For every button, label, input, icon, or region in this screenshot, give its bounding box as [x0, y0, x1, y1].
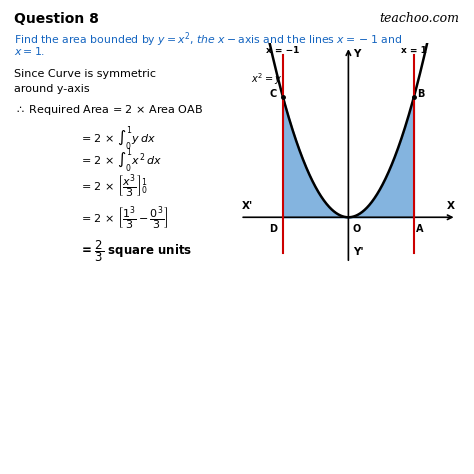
Text: = 2 $\times$ $\left[\dfrac{1^3}{3} - \dfrac{0^3}{3}\right]$: = 2 $\times$ $\left[\dfrac{1^3}{3} - \df…	[81, 205, 168, 233]
Text: B: B	[417, 90, 425, 100]
Text: $x^2 = y$: $x^2 = y$	[251, 71, 283, 87]
Text: Find the area bounded by $y = x^2$, $the$ $x-$axis and the lines $x = -1$ and: Find the area bounded by $y = x^2$, $the…	[14, 31, 402, 49]
Text: = 2 $\times$ $\int_0^1 x^2\,dx$: = 2 $\times$ $\int_0^1 x^2\,dx$	[81, 147, 161, 175]
Text: }: }	[237, 213, 262, 251]
Text: Question 8: Question 8	[14, 12, 99, 26]
Text: $\therefore$ Required Area = 2 $\times$ Area OAB: $\therefore$ Required Area = 2 $\times$ …	[14, 103, 203, 118]
Text: Y': Y'	[353, 247, 364, 257]
Text: $x = 1$.: $x = 1$.	[14, 45, 46, 57]
Text: 1 mark: 1 mark	[268, 238, 310, 251]
Text: x = 1: x = 1	[401, 46, 427, 55]
Text: Since Curve is symmetric: Since Curve is symmetric	[14, 69, 156, 79]
Text: Y: Y	[353, 49, 360, 59]
Text: X: X	[447, 201, 455, 211]
Text: C: C	[269, 90, 276, 100]
Text: = $\dfrac{2}{3}$ square units: = $\dfrac{2}{3}$ square units	[81, 238, 192, 264]
Text: = 2 $\times$ $\left[\dfrac{x^3}{3}\right]_0^1$: = 2 $\times$ $\left[\dfrac{x^3}{3}\right…	[81, 173, 147, 201]
Text: = 2 $\times$ $\int_0^1 y\,dx$: = 2 $\times$ $\int_0^1 y\,dx$	[81, 124, 155, 153]
Text: X': X'	[242, 201, 253, 211]
Text: D: D	[270, 225, 278, 235]
Text: teachoo.com: teachoo.com	[380, 12, 460, 25]
Text: x = −1: x = −1	[266, 46, 300, 55]
Text: around y-axis: around y-axis	[14, 84, 90, 94]
Text: O: O	[352, 225, 361, 235]
Text: A: A	[416, 225, 423, 235]
